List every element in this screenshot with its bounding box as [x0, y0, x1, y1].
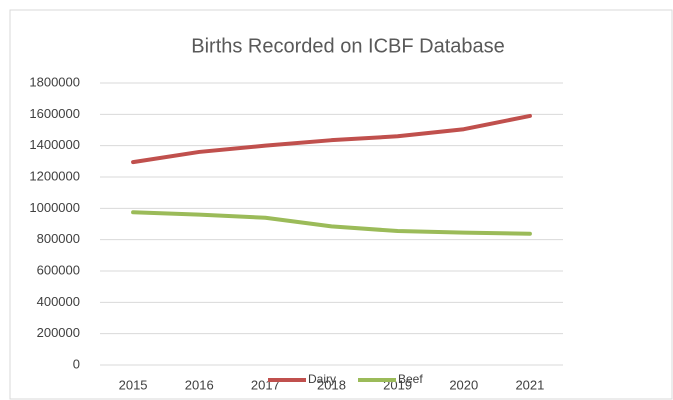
y-tick-label: 400000 [37, 294, 80, 309]
chart-title: Births Recorded on ICBF Database [191, 35, 505, 57]
series-line [131, 113, 532, 165]
legend-label: Beef [398, 372, 423, 386]
y-tick-label: 200000 [37, 325, 80, 340]
y-tick-label: 1200000 [29, 168, 80, 183]
x-tick-label: 2020 [449, 377, 478, 392]
y-tick-label: 0 [73, 356, 80, 371]
y-tick-label: 600000 [37, 262, 80, 277]
x-tick-label: 2015 [119, 377, 148, 392]
legend-label: Dairy [308, 372, 336, 386]
y-tick-label: 1400000 [29, 137, 80, 152]
x-tick-label: 2018 [317, 377, 346, 392]
x-tick-label: 2016 [185, 377, 214, 392]
series-line [131, 210, 532, 236]
y-tick-label: 800000 [37, 231, 80, 246]
y-tick-label: 1600000 [29, 106, 80, 121]
y-tick-label: 1800000 [29, 74, 80, 89]
chart-area [9, 9, 673, 400]
y-tick-label: 1000000 [29, 200, 80, 215]
x-tick-label: 2021 [515, 377, 544, 392]
